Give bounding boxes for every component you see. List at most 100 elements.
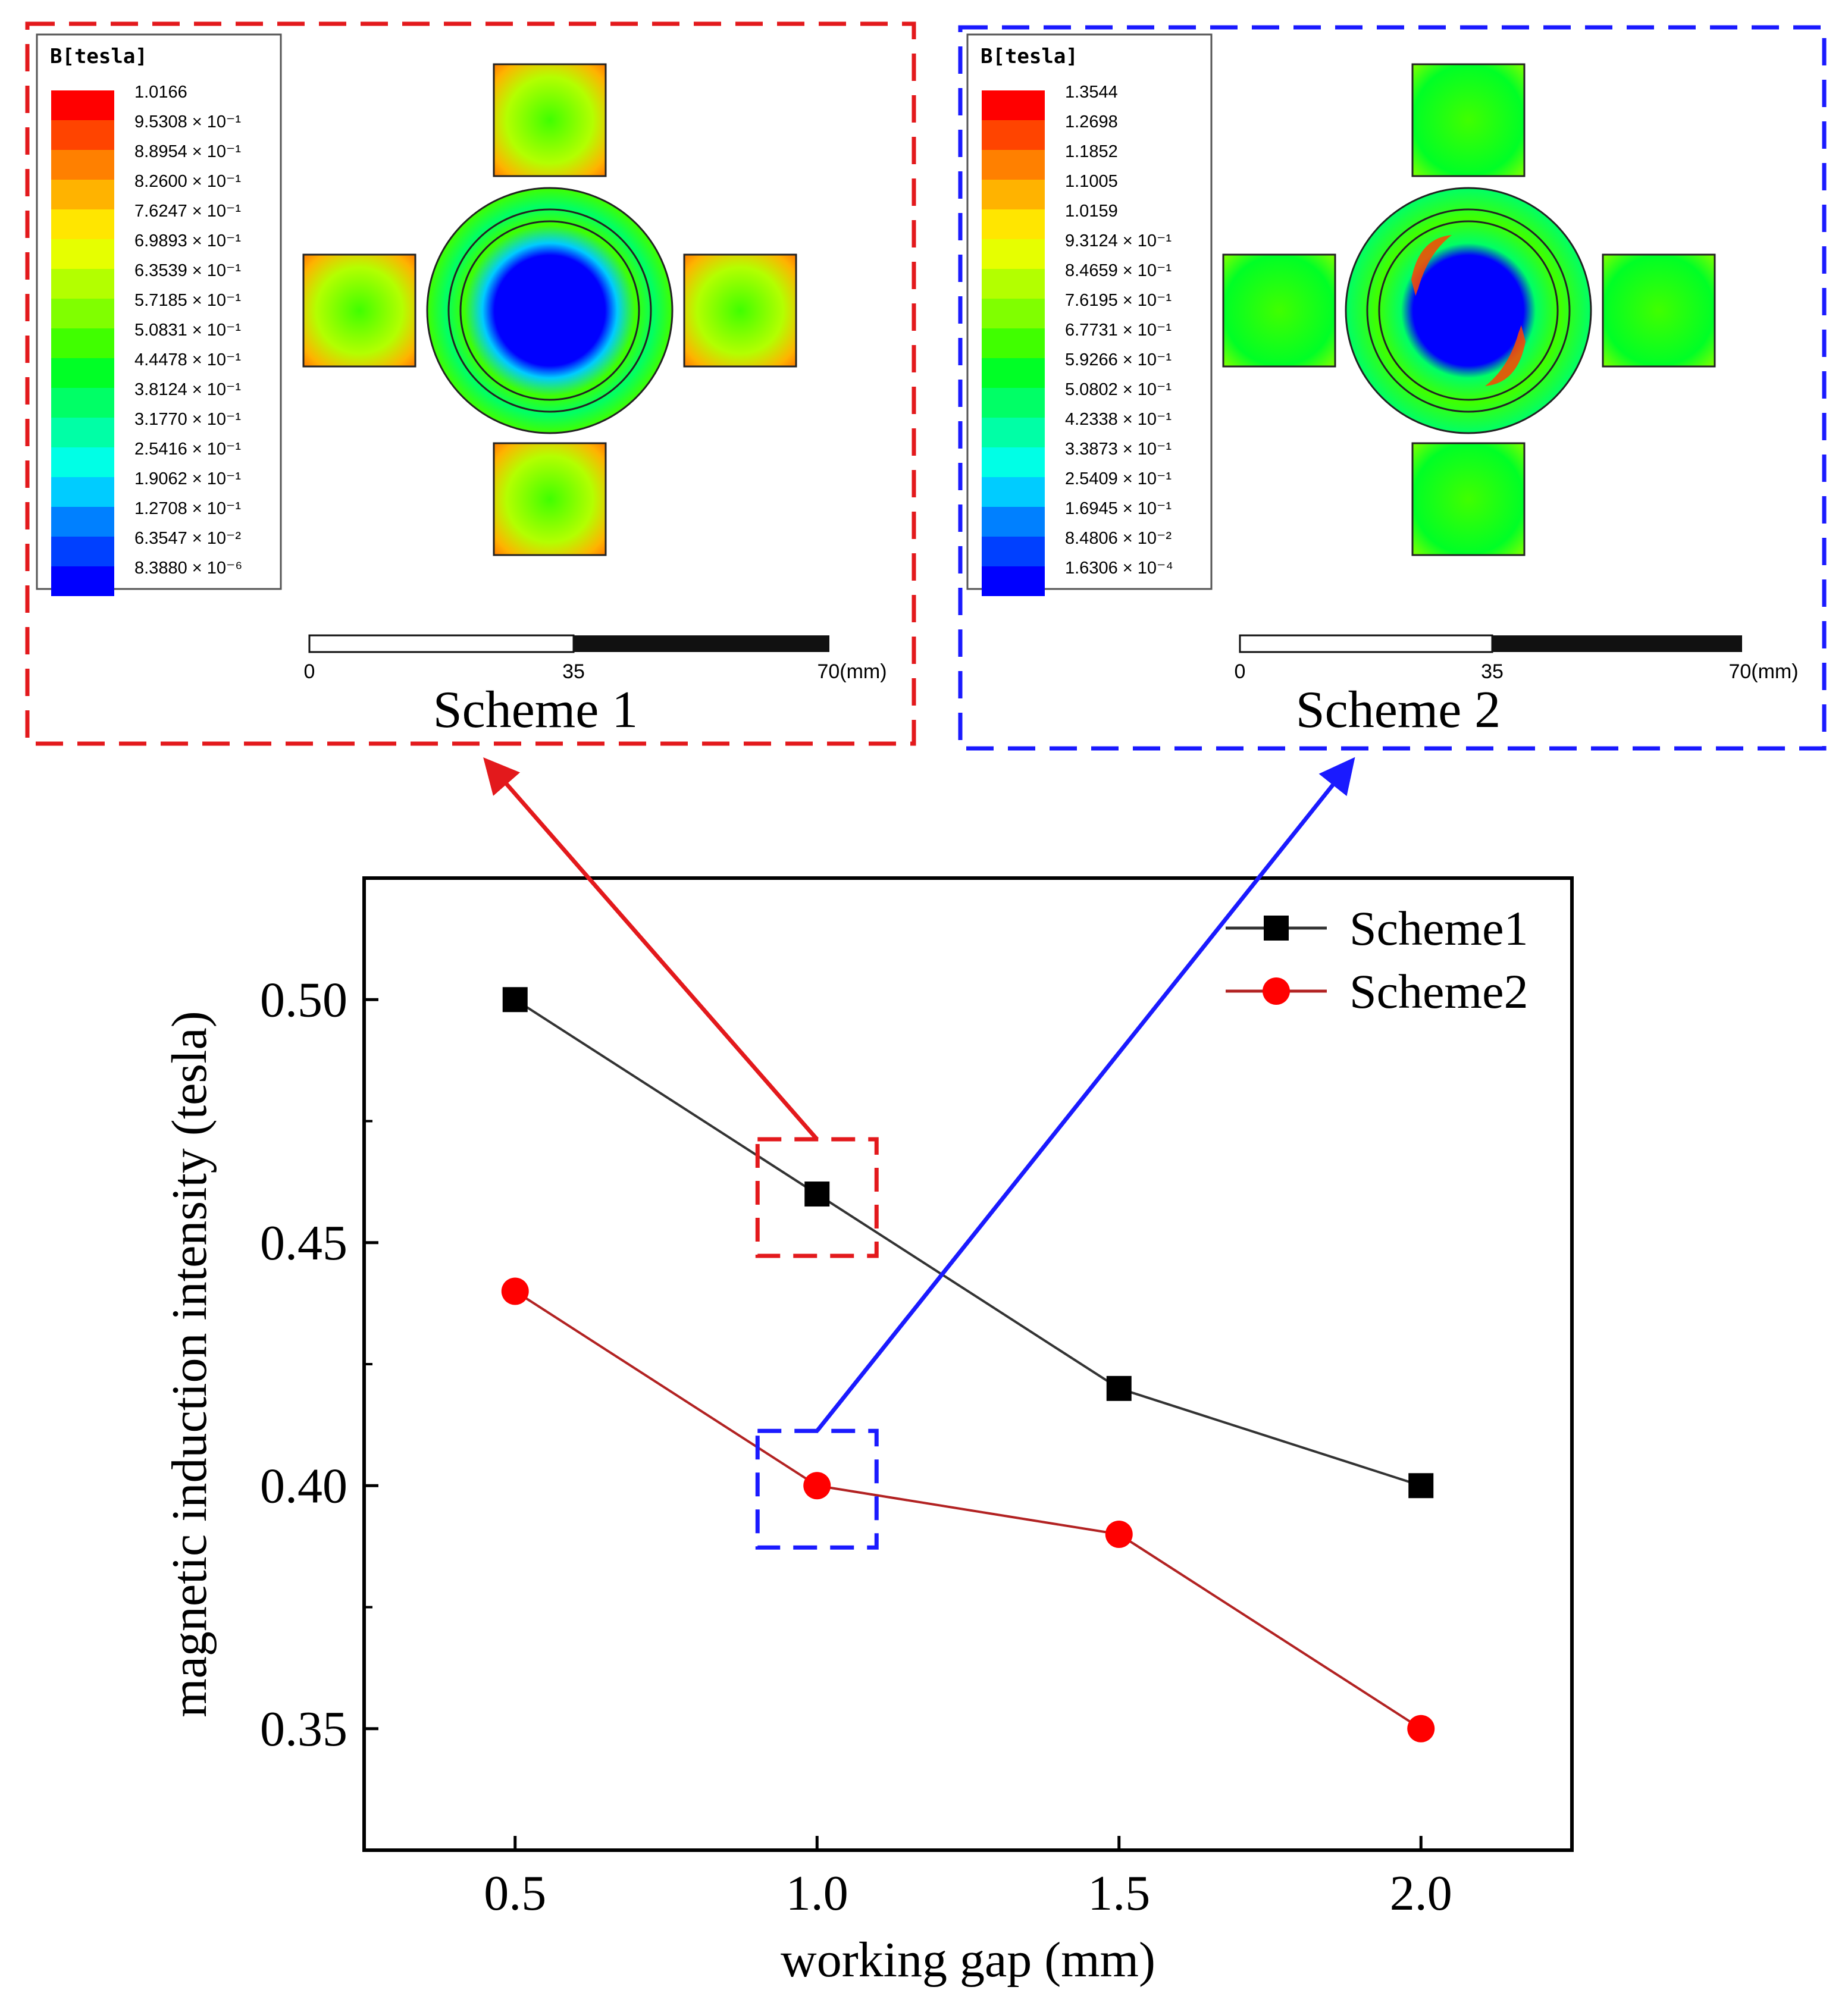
s2-colorbar-swatch (982, 328, 1045, 358)
data-point-scheme2 (803, 1472, 831, 1500)
s2-legend-value: 1.3544 (1065, 83, 1118, 102)
scheme2-hotspot-upper-left (1411, 235, 1452, 297)
scheme1-field-plot (302, 63, 797, 556)
s1-legend-value: 8.8954 × 10⁻¹ (134, 142, 241, 161)
scheme1-core (495, 256, 604, 365)
s1-colorbar-swatch (51, 269, 114, 299)
x-axis-ticks: 0.5 1.0 1.5 2.0 (484, 1836, 1452, 1921)
s1-colorbar-swatch (51, 90, 114, 120)
s1-legend-value: 8.2600 × 10⁻¹ (134, 172, 241, 191)
x-tick-label: 2.0 (1390, 1866, 1452, 1921)
plot-area-frame (362, 876, 1574, 1852)
scheme2-panel: B[tesla] 1.3544 1.2698 1.1852 1.1005 1.0159 9… (958, 25, 1827, 751)
scheme2-scale-bar: 0 35 70(mm) (1235, 634, 1799, 683)
scheme1-scale-bar: 0 35 70(mm) (304, 634, 887, 683)
s1-colorbar-swatch (51, 180, 114, 209)
s1-legend-value: 6.3539 × 10⁻¹ (134, 261, 241, 280)
s2-legend-value: 7.6195 × 10⁻¹ (1065, 291, 1172, 310)
s1-legend-value: 3.1770 × 10⁻¹ (134, 410, 241, 429)
s2-legend-value: 1.6306 × 10⁻⁴ (1065, 559, 1173, 578)
y-tick-label: 0.45 (260, 1215, 347, 1271)
s2-colorbar-swatch (982, 180, 1045, 209)
callout-arrow-scheme2 (815, 757, 1355, 1433)
y-axis-ticks: 0.35 0.40 0.45 0.50 (260, 972, 378, 1757)
s1-colorbar-swatch (51, 239, 114, 269)
highlight-layer (483, 757, 1355, 1550)
scheme2-gap-ring-outer (1366, 208, 1571, 413)
s1-legend-value: 4.4478 × 10⁻¹ (134, 350, 241, 369)
scheme1-title: Scheme 1 (433, 681, 638, 739)
s2-colorbar-swatch (982, 418, 1045, 447)
scheme2-frame (958, 25, 1827, 751)
s2-colorbar-swatch (982, 269, 1045, 299)
s1-colorbar-swatch (51, 537, 114, 566)
s1-legend-value: 5.7185 × 10⁻¹ (134, 291, 241, 310)
s2-legend-value: 1.1852 (1065, 142, 1118, 161)
scheme2-pole-right (1602, 253, 1716, 368)
s1-colorbar-swatch (51, 150, 114, 180)
scheme1-legend-title: B[tesla] (50, 45, 148, 68)
scheme1-scale-0: 0 (304, 660, 315, 683)
x-tick-label: 1.0 (786, 1866, 848, 1921)
scheme2-scale-35: 35 (1481, 660, 1504, 683)
series-line-scheme1 (514, 998, 1421, 1487)
s1-colorbar-swatch (51, 120, 114, 150)
s1-legend-value: 9.5308 × 10⁻¹ (134, 112, 241, 131)
chart-legend: Scheme1 Scheme2 (1226, 901, 1528, 1018)
scheme2-pole-bottom (1411, 442, 1526, 556)
y-axis-label: magnetic induction intensity (tesla) (162, 1011, 217, 1717)
s2-colorbar-swatch (982, 90, 1045, 120)
scheme1-panel: B[tesla] 1.0166 9.5308 × 10⁻¹ 8.8954 × 10⁻… (25, 21, 916, 746)
s1-legend-value: 1.2708 × 10⁻¹ (134, 499, 241, 518)
s2-legend-value: 1.0159 (1065, 202, 1118, 221)
s1-colorbar-swatch (51, 507, 114, 537)
s2-legend-value: 6.7731 × 10⁻¹ (1065, 321, 1172, 340)
s1-colorbar-swatch (51, 566, 114, 596)
s1-legend-value: 2.5416 × 10⁻¹ (134, 440, 241, 459)
scheme2-legend-labels: 1.3544 1.2698 1.1852 1.1005 1.0159 9.3124 × 1… (1065, 83, 1173, 578)
s2-legend-value: 9.3124 × 10⁻¹ (1065, 231, 1172, 250)
scheme1-gap-ring-outer (447, 208, 652, 413)
data-point-scheme2 (501, 1277, 529, 1305)
s1-legend-value: 5.0831 × 10⁻¹ (134, 321, 241, 340)
y-tick-label: 0.50 (260, 972, 347, 1027)
s1-colorbar-swatch (51, 209, 114, 239)
scheme2-title: Scheme 2 (1296, 681, 1501, 739)
data-point-scheme1 (502, 987, 528, 1013)
s2-colorbar-swatch (982, 209, 1045, 239)
s2-colorbar-swatch (982, 447, 1045, 477)
line-chart: 0.5 1.0 1.5 2.0 0.35 0.40 0.45 0.50 working ga… (162, 757, 1574, 1988)
scheme1-frame (25, 21, 916, 746)
s2-legend-value: 1.2698 (1065, 112, 1118, 131)
s2-legend-value: 5.0802 × 10⁻¹ (1065, 380, 1172, 399)
scheme2-scale-70: 70(mm) (1728, 660, 1798, 683)
x-axis-label: working gap (mm) (781, 1932, 1155, 1988)
s1-colorbar-swatch (51, 477, 114, 507)
legend-label: Scheme1 (1349, 901, 1528, 955)
s2-colorbar-swatch (982, 388, 1045, 418)
s1-legend-value: 6.9893 × 10⁻¹ (134, 231, 241, 250)
series-line-scheme2 (514, 1290, 1422, 1730)
scheme1-scale-35: 35 (562, 660, 585, 683)
scheme1-pole-top (493, 63, 607, 177)
scheme2-pole-top (1411, 63, 1526, 177)
scheme2-field-plot (1222, 63, 1716, 556)
data-point-scheme1 (804, 1181, 830, 1207)
s2-legend-value: 8.4806 × 10⁻² (1065, 529, 1172, 548)
s1-colorbar-swatch (51, 299, 114, 328)
s2-legend-value: 8.4659 × 10⁻¹ (1065, 261, 1172, 280)
legend-marker (1264, 916, 1289, 941)
s2-colorbar-swatch (982, 120, 1045, 150)
s2-colorbar-swatch (982, 239, 1045, 269)
s1-legend-value: 6.3547 × 10⁻² (134, 529, 241, 548)
scheme2-legend-title: B[tesla] (981, 45, 1078, 68)
s2-legend-value: 1.6945 × 10⁻¹ (1065, 499, 1172, 518)
s1-colorbar-swatch (51, 388, 114, 418)
scheme1-pole-right (683, 253, 797, 368)
s2-colorbar-swatch (982, 150, 1045, 180)
s2-colorbar-swatch (982, 358, 1045, 388)
s1-legend-value: 7.6247 × 10⁻¹ (134, 202, 241, 221)
s2-legend-value: 2.5409 × 10⁻¹ (1065, 469, 1172, 488)
scheme2-core (1414, 256, 1523, 365)
data-point-scheme1 (1408, 1473, 1434, 1499)
